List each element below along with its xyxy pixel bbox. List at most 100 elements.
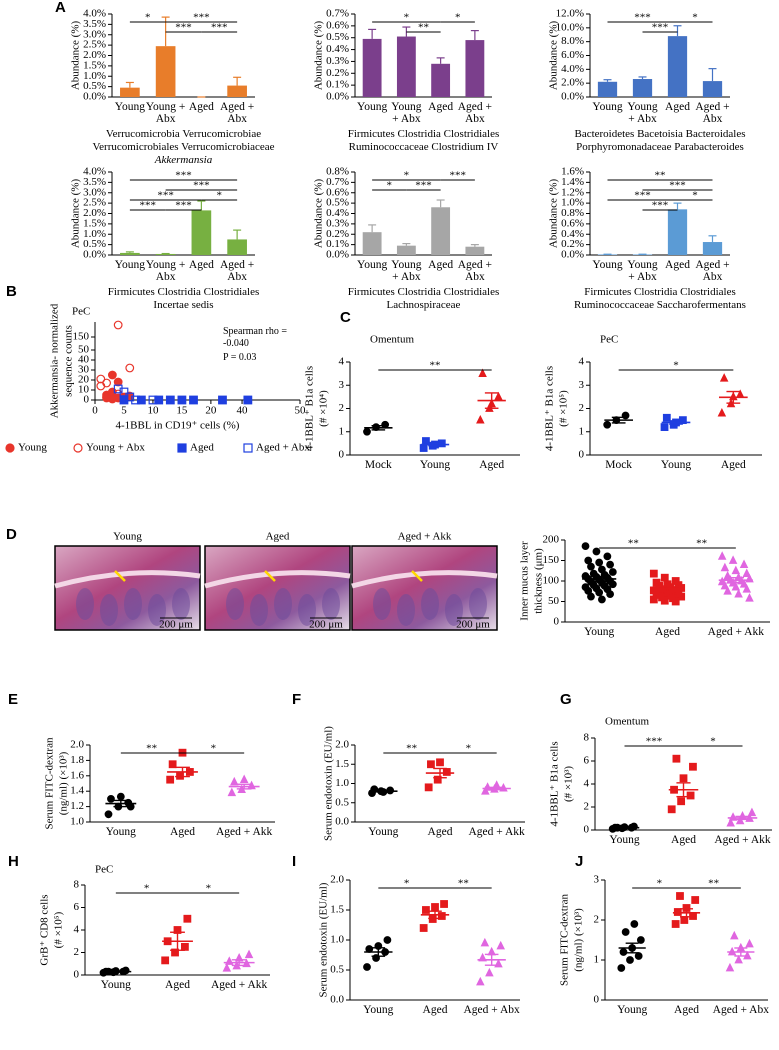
y-tick-label: 2 [594, 914, 600, 926]
data-point [433, 775, 442, 784]
y-axis-label: Akkermansia- normalized [49, 303, 61, 418]
data-point [494, 391, 503, 401]
x-tick-label: Young [114, 101, 145, 113]
y-axis-label: 4-1BBL⁺ B1a cells [544, 366, 556, 451]
data-point [154, 395, 164, 405]
data-point [731, 565, 741, 575]
data-point [102, 378, 111, 388]
data-point [161, 956, 170, 965]
x-tick-label: Aged [170, 826, 195, 838]
significance-label: ** [655, 170, 666, 182]
y-tick-label: 1 [579, 425, 585, 437]
significance-label: * [692, 190, 698, 202]
panel-letter: G [560, 691, 572, 708]
data-point [595, 588, 604, 597]
data-point [119, 387, 129, 397]
y-tick-label: 3 [594, 874, 600, 886]
data-point [183, 914, 192, 923]
data-point [113, 389, 123, 399]
y-tick-label: 0.6% [326, 19, 349, 31]
data-point [747, 807, 757, 817]
x-tick-label: 5 [121, 405, 127, 417]
data-point [131, 395, 140, 405]
y-tick-label: 100 [543, 575, 560, 587]
bar [431, 207, 451, 255]
y-tick-label: 0 [554, 616, 560, 628]
taxonomy-caption: Porphyromonadaceae Parabacteroides [576, 141, 744, 153]
data-point [726, 817, 735, 827]
data-point [422, 906, 430, 914]
y-tick-label: 1.4 [70, 785, 84, 797]
legend-marker [177, 443, 187, 453]
data-point [113, 320, 123, 330]
significance-label: * [404, 170, 410, 182]
y-tick-label: 0.0% [326, 91, 349, 103]
y-tick-label: 2.0% [83, 207, 106, 219]
data-point [125, 392, 135, 402]
y-tick-label: 0.0 [335, 816, 349, 828]
bar [362, 38, 382, 97]
significance-label: *** [646, 736, 663, 748]
data-point [436, 758, 444, 767]
y-axis-label: (# ×10³) [563, 766, 575, 802]
y-tick-label: 200 [543, 534, 560, 546]
image-title: Young [113, 531, 142, 543]
y-tick-label: 12.0% [556, 8, 584, 20]
data-point [440, 900, 448, 908]
panel-letter: A [55, 0, 66, 16]
data-point [592, 547, 601, 556]
y-tick-label: 4.0% [83, 8, 106, 20]
bar [120, 252, 140, 255]
bar [431, 63, 451, 97]
bar [155, 253, 176, 255]
x-tick-label: Young + Abx [145, 259, 186, 283]
data-point [419, 444, 428, 452]
data-point [383, 936, 392, 944]
x-tick-label: Aged [655, 626, 680, 638]
bar [702, 242, 723, 255]
data-point [603, 420, 612, 429]
data-point [424, 783, 433, 792]
data-point [177, 395, 187, 405]
y-tick-label: 0.3% [326, 217, 349, 229]
y-tick-label: 3.5% [83, 176, 106, 188]
x-tick-label: Young [368, 826, 399, 838]
significance-label: *** [415, 180, 432, 192]
data-point [222, 963, 232, 972]
legend-label: Young + Abx [86, 442, 145, 454]
x-tick-label: Aged + Abx [219, 101, 255, 125]
y-axis-label: (# ×10⁴) [318, 390, 330, 427]
x-tick-label: Young + Abx [391, 101, 422, 125]
y-axis-label: Abundance (%) [548, 179, 560, 249]
significance-label: * [387, 180, 393, 192]
y-axis-label: sequence counts [63, 325, 75, 397]
x-tick-label: 20 [205, 405, 217, 417]
y-tick-label: 0 [579, 449, 585, 461]
y-axis-label: Serum endotoxin (EU/ml) [323, 726, 335, 841]
data-point [742, 568, 752, 578]
significance-label: *** [669, 180, 686, 192]
thickness-marker [411, 570, 423, 582]
significance-label: ** [430, 360, 441, 372]
annotation: P = 0.03 [223, 352, 257, 363]
x-tick-label: Aged [165, 979, 190, 991]
data-point [166, 775, 175, 784]
y-tick-label: 0.2% [326, 228, 349, 240]
significance-label: * [145, 12, 151, 24]
y-tick-label: 0.5 [335, 796, 349, 808]
legend-marker [243, 443, 253, 453]
legend-label: Aged + Abx [256, 442, 310, 454]
significance-label: *** [193, 180, 210, 192]
data-point [121, 966, 130, 975]
y-tick-label: 1.5 [335, 758, 349, 770]
y-tick-label: 1.6% [561, 166, 584, 178]
x-tick-label: Aged [665, 259, 690, 271]
x-tick-label: Aged + Abx [219, 259, 255, 283]
y-tick-label: 1.5 [330, 904, 344, 916]
y-tick-label: 3 [579, 379, 585, 391]
data-point [244, 949, 254, 959]
significance-label: * [710, 736, 716, 748]
thickness-marker [114, 570, 126, 582]
